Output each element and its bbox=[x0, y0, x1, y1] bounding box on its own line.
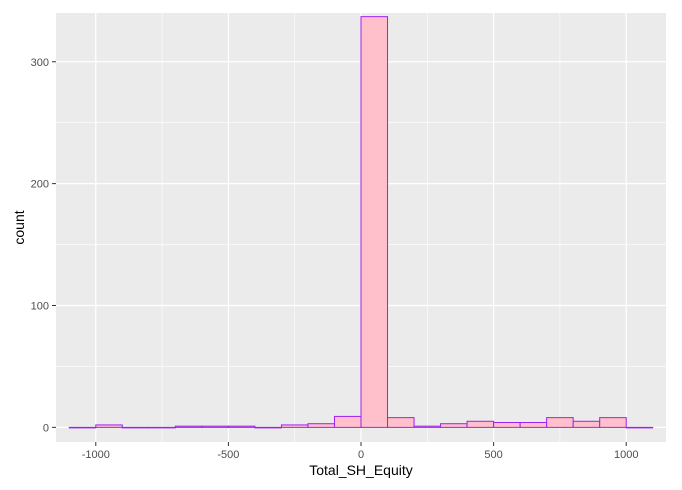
histogram-bar bbox=[254, 426, 282, 429]
histogram-bars bbox=[68, 16, 654, 429]
histogram-bar bbox=[227, 425, 256, 428]
y-axis-ticks: 0 100 200 300 bbox=[31, 57, 56, 434]
x-tick-label: 0 bbox=[358, 449, 364, 461]
histogram-bar bbox=[201, 425, 229, 428]
histogram-bar bbox=[360, 16, 389, 428]
histogram-bar bbox=[95, 424, 123, 428]
histogram-bar bbox=[307, 423, 335, 428]
histogram-bar bbox=[599, 417, 627, 428]
histogram-bar bbox=[440, 423, 468, 428]
histogram-bar bbox=[333, 415, 362, 428]
histogram-bar bbox=[387, 417, 415, 428]
histogram-bar bbox=[546, 417, 574, 428]
histogram-bar bbox=[413, 425, 442, 428]
histogram-bar bbox=[519, 422, 548, 428]
histogram-bar bbox=[625, 426, 654, 429]
histogram-bar bbox=[148, 426, 176, 429]
histogram-bar bbox=[121, 426, 150, 429]
x-tick-label: 500 bbox=[484, 449, 502, 461]
x-tick-label: 1000 bbox=[614, 449, 638, 461]
histogram-bar bbox=[68, 426, 97, 429]
y-tick-label: 300 bbox=[31, 57, 49, 69]
x-axis-ticks: -1000 -500 0 500 1000 bbox=[82, 442, 638, 461]
y-tick-label: 0 bbox=[43, 422, 49, 434]
y-tick-label: 100 bbox=[31, 301, 49, 313]
y-axis-title: count bbox=[11, 210, 27, 244]
histogram-bar bbox=[280, 424, 309, 428]
histogram-bar bbox=[493, 422, 521, 428]
histogram-bar bbox=[466, 420, 495, 428]
x-tick-label: -1000 bbox=[82, 449, 110, 461]
histogram-bar bbox=[174, 425, 203, 428]
x-tick-label: -500 bbox=[217, 449, 239, 461]
histogram-bar bbox=[572, 420, 601, 428]
y-tick-label: 200 bbox=[31, 179, 49, 191]
x-axis-title: Total_SH_Equity bbox=[309, 462, 413, 478]
